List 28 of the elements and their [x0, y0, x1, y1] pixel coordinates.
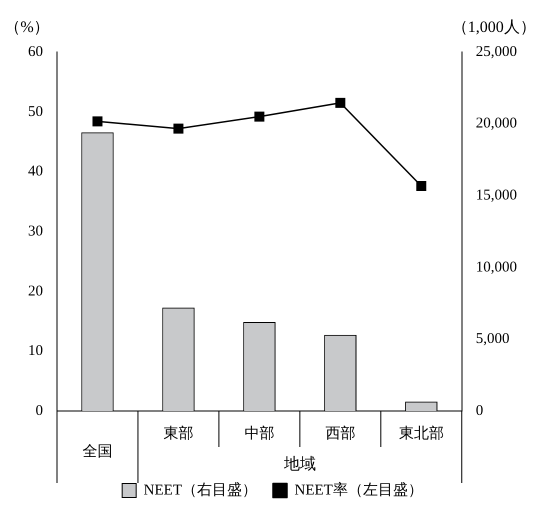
y-tick-label: 60 — [28, 44, 43, 60]
legend-label: NEET率（左目盛） — [294, 481, 423, 498]
legend-label: NEET（右目盛） — [144, 481, 258, 498]
point — [416, 181, 426, 192]
x-tick-label: 西部 — [325, 424, 356, 442]
x-tick-label: 中部 — [244, 424, 274, 442]
point — [254, 112, 264, 122]
point — [92, 116, 102, 126]
x-tick-label: 東部 — [163, 424, 194, 442]
y2-axis-title: （1,000人） — [452, 19, 536, 36]
y2-tick-label: 0 — [476, 402, 484, 419]
y2-tick-label: 5,000 — [476, 331, 510, 348]
y-tick-label: 40 — [28, 164, 43, 180]
y2-tick-label: 25,000 — [476, 44, 517, 60]
y-tick-label: 10 — [28, 343, 43, 360]
y-tick-label: 30 — [28, 223, 43, 240]
y-tick-label: 50 — [28, 104, 43, 120]
point — [173, 124, 184, 134]
x-tick-label: 東北部 — [398, 424, 444, 442]
x-tick-label: 全国 — [82, 442, 112, 460]
point — [335, 98, 346, 108]
text: 地域 — [282, 455, 316, 474]
y2-tick-label: 10,000 — [476, 259, 517, 276]
y2-tick-label: 15,000 — [476, 188, 517, 204]
y-axis-title: （%） — [4, 19, 50, 36]
y-tick-label: 0 — [36, 402, 43, 419]
y-tick-label: 20 — [28, 283, 43, 300]
y2-tick-label: 20,000 — [476, 116, 517, 132]
